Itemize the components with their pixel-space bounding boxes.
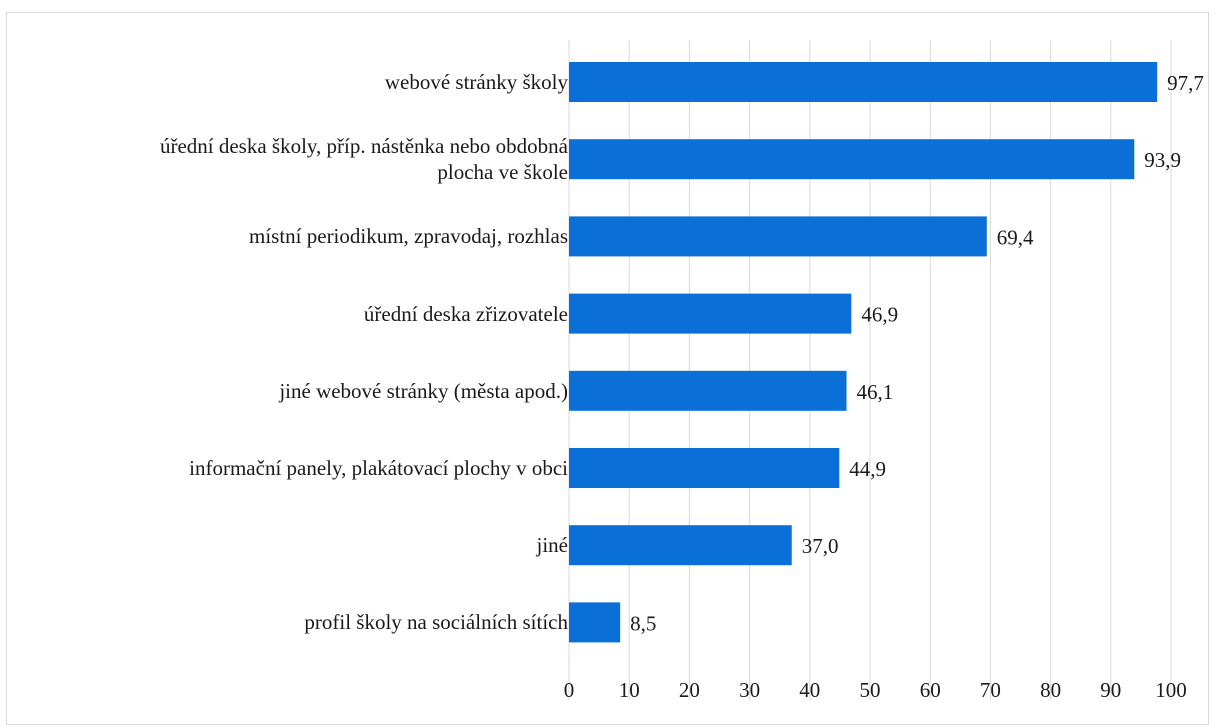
value-label: 97,7 (1167, 71, 1204, 95)
x-tick-label: 20 (679, 678, 700, 702)
bar (569, 525, 792, 566)
gridlines (568, 40, 1172, 700)
category-label: profil školy na sociálních sítích (304, 610, 568, 635)
x-tick-label: 70 (980, 678, 1001, 702)
bar (569, 602, 621, 643)
category-label: úřední deska zřizovatele (363, 301, 568, 326)
value-label: 93,9 (1144, 148, 1181, 172)
x-tick-label: 30 (739, 678, 760, 702)
bar (569, 139, 1135, 180)
bars (569, 62, 1158, 643)
bar (569, 370, 847, 411)
value-label: 69,4 (997, 225, 1034, 249)
value-label: 8,5 (630, 611, 656, 635)
x-tick-label: 40 (799, 678, 820, 702)
category-label: webové stránky školy (384, 70, 568, 94)
value-label: 37,0 (802, 534, 839, 558)
x-tick-label: 100 (1155, 678, 1187, 702)
bar (569, 62, 1158, 102)
x-tick-label: 80 (1040, 678, 1061, 702)
value-label: 46,1 (857, 380, 894, 404)
x-tick-labels: 0 10 20 30 40 50 60 70 80 90 100 (564, 678, 1187, 702)
bar (569, 293, 852, 334)
category-label: jiné (536, 533, 569, 558)
x-tick-label: 90 (1100, 678, 1121, 702)
x-tick-label: 60 (920, 678, 941, 702)
value-labels: 97,7 93,9 69,4 46,9 46,1 44,9 37,0 8,5 (630, 71, 1204, 635)
bar (569, 216, 987, 257)
x-tick-label: 10 (619, 678, 640, 702)
x-tick-label: 50 (860, 678, 881, 702)
category-label: úřední deska školy, příp. nástěnka nebo … (159, 134, 568, 185)
category-label: informační panely, plakátovací plochy v … (189, 456, 568, 480)
category-label: jiné webové stránky (města apod.) (279, 378, 568, 403)
x-tick-label: 0 (564, 678, 575, 702)
value-label: 44,9 (849, 457, 886, 481)
category-label: místní periodikum, zpravodaj, rozhlas (248, 224, 568, 249)
value-label: 46,9 (861, 303, 898, 327)
bar (569, 448, 840, 488)
